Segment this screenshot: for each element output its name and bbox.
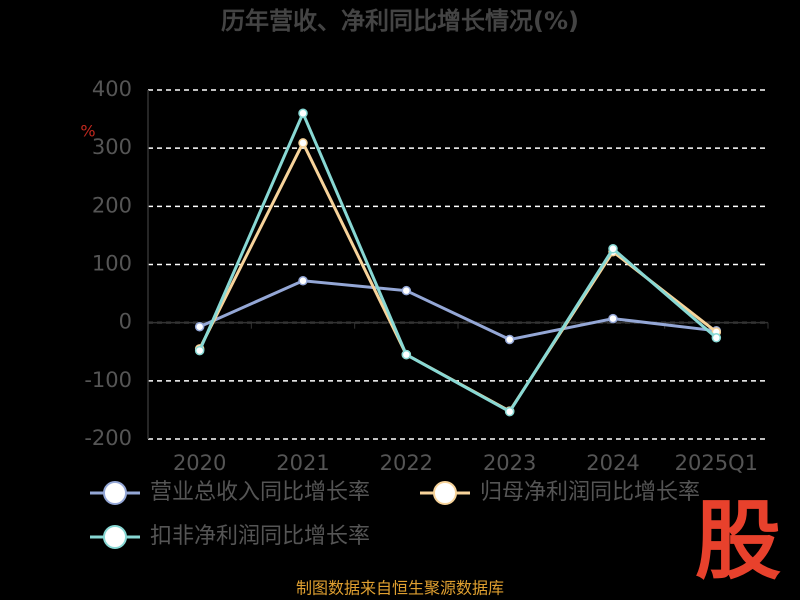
legend-marker: [433, 481, 457, 505]
data-point: [298, 138, 308, 148]
y-tick-label: 200: [92, 193, 132, 217]
data-point: [298, 108, 308, 119]
data-point: [401, 349, 412, 360]
legend-marker: [103, 525, 127, 549]
series-line: [199, 279, 717, 342]
source-note: 制图数据来自恒生聚源数据库: [296, 579, 504, 598]
legend-label: 扣非净利润同比增长率: [150, 524, 370, 549]
x-tick-label: 2020: [173, 451, 226, 475]
y-tick-label: -200: [84, 426, 132, 450]
y-tick-label: 400: [92, 77, 132, 101]
series-line: [198, 139, 718, 414]
legend-marker: [103, 481, 127, 505]
data-point: [504, 406, 515, 417]
y-tick-label: 300: [92, 135, 132, 159]
data-point: [194, 321, 205, 332]
data-point: [194, 345, 205, 356]
data-point: [504, 334, 515, 345]
x-tick-label: 2023: [483, 451, 536, 475]
data-point: [608, 244, 618, 254]
watermark-logo: 股: [695, 491, 781, 591]
x-tick-label: 2024: [586, 451, 639, 475]
chart-title: 历年营收、净利同比增长情况(%): [221, 7, 579, 35]
y-tick-label: 100: [92, 252, 132, 276]
data-point: [711, 333, 722, 343]
data-point: [401, 285, 412, 296]
data-point: [608, 313, 618, 324]
series-line: [198, 109, 718, 414]
legend-label: 营业总收入同比增长率: [150, 480, 370, 505]
legend-label: 归母净利润同比增长率: [480, 480, 700, 505]
y-axis-label: %: [80, 122, 95, 141]
x-tick-label: 2025Q1: [675, 451, 758, 475]
data-point: [298, 276, 308, 286]
y-tick-label: -100: [84, 368, 132, 392]
y-tick-label: 0: [119, 310, 132, 334]
x-tick-label: 2021: [276, 451, 329, 475]
x-tick-label: 2022: [380, 451, 433, 475]
